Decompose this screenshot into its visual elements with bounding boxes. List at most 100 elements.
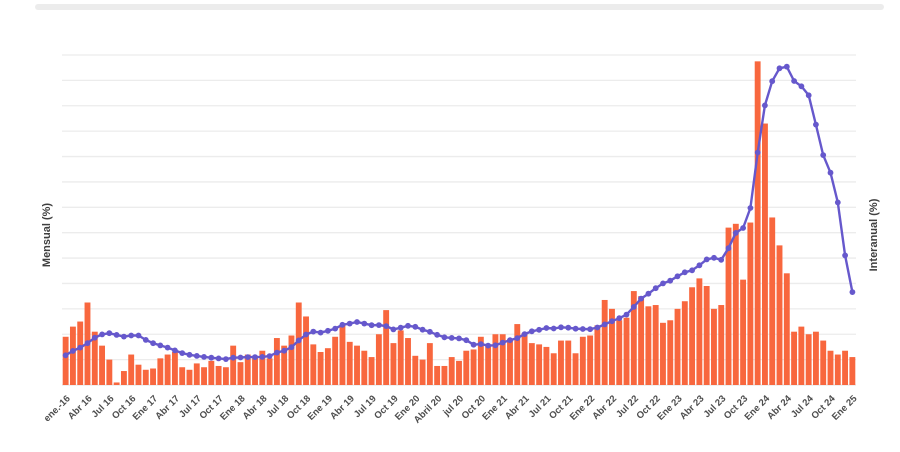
bar-mensual[interactable] [419,359,426,385]
bar-mensual[interactable] [630,291,637,385]
bar-mensual[interactable] [485,344,492,385]
dot-interanual[interactable] [252,354,258,360]
bar-mensual[interactable] [812,331,819,385]
bar-mensual[interactable] [426,343,433,385]
bar-mensual[interactable] [528,343,535,385]
dot-interanual[interactable] [827,169,834,176]
dot-interanual[interactable] [383,323,390,329]
dot-interanual[interactable] [623,311,630,318]
bar-mensual[interactable] [412,355,419,385]
bar-mensual[interactable] [550,353,557,385]
bar-mensual[interactable] [390,343,397,385]
bar-mensual[interactable] [354,345,360,385]
bar-mensual[interactable] [565,340,572,385]
dot-interanual[interactable] [215,355,222,362]
dot-interanual[interactable] [521,331,528,337]
dot-interanual[interactable] [77,344,84,351]
bar-mensual[interactable] [171,352,178,385]
bar-mensual[interactable] [689,287,696,385]
dot-interanual[interactable] [536,326,542,333]
bar-mensual[interactable] [288,335,295,386]
dot-interanual[interactable] [135,332,142,339]
bar-mensual[interactable] [128,354,135,385]
dot-interanual[interactable] [834,199,841,206]
dot-interanual[interactable] [543,325,550,331]
dot-interanual[interactable] [441,334,448,341]
bar-mensual[interactable] [499,334,506,385]
dot-interanual[interactable] [456,335,462,342]
dot-interanual[interactable] [689,267,695,274]
bar-mensual[interactable] [645,306,652,385]
bar-mensual[interactable] [230,345,237,385]
dot-interanual[interactable] [769,78,776,85]
dot-interanual[interactable] [572,325,579,332]
bar-mensual[interactable] [69,326,76,385]
bar-mensual[interactable] [507,339,513,385]
dot-interanual[interactable] [303,331,309,338]
bar-mensual[interactable] [718,305,725,385]
dot-interanual[interactable] [776,65,783,72]
bar-mensual[interactable] [310,344,317,385]
dot-interanual[interactable] [397,324,404,331]
bar-mensual[interactable] [783,273,790,385]
bar-mensual[interactable] [769,217,776,385]
dot-interanual[interactable] [346,320,353,327]
bar-mensual[interactable] [157,358,164,385]
dot-interanual[interactable] [652,285,659,292]
bar-mensual[interactable] [324,348,331,385]
bar-mensual[interactable] [805,334,812,385]
dot-interanual[interactable] [507,337,513,344]
dot-interanual[interactable] [470,341,477,348]
dot-interanual[interactable] [528,328,535,335]
bar-mensual[interactable] [405,338,411,385]
bar-mensual[interactable] [252,355,258,385]
dot-interanual[interactable] [478,341,484,347]
dot-interanual[interactable] [332,325,339,332]
dot-interanual[interactable] [193,353,200,359]
bar-mensual[interactable] [179,367,186,385]
bar-mensual[interactable] [208,360,215,385]
bar-mensual[interactable] [244,354,251,385]
bar-mensual[interactable] [638,296,645,385]
dot-interanual[interactable] [667,277,674,284]
bar-mensual[interactable] [99,345,105,385]
bar-mensual[interactable] [222,367,229,385]
dot-interanual[interactable] [754,149,761,156]
bar-mensual[interactable] [492,334,499,385]
dot-interanual[interactable] [514,335,521,341]
bar-mensual[interactable] [303,316,309,385]
bar-mensual[interactable] [849,357,856,385]
bar-mensual[interactable] [470,349,477,385]
bar-mensual[interactable] [791,331,798,385]
bar-mensual[interactable] [623,317,630,385]
bar-mensual[interactable] [834,354,841,385]
dot-interanual[interactable] [295,337,302,344]
dot-interanual[interactable] [791,78,797,84]
dot-interanual[interactable] [339,321,346,328]
dot-interanual[interactable] [762,102,768,109]
dot-interanual[interactable] [142,337,149,343]
bar-mensual[interactable] [740,279,747,385]
dot-interanual[interactable] [594,324,601,331]
bar-mensual[interactable] [616,320,623,385]
dot-interanual[interactable] [616,315,623,322]
dot-interanual[interactable] [201,354,207,360]
dot-interanual[interactable] [62,352,69,359]
dot-interanual[interactable] [128,332,135,339]
dot-interanual[interactable] [405,322,411,329]
dot-interanual[interactable] [106,330,113,337]
bar-mensual[interactable] [667,320,674,385]
bar-mensual[interactable] [317,352,324,385]
bar-mensual[interactable] [368,357,375,385]
dot-interanual[interactable] [558,324,564,331]
dot-interanual[interactable] [849,289,856,295]
bar-mensual[interactable] [798,326,805,385]
dot-interanual[interactable] [798,83,805,90]
bar-mensual[interactable] [361,350,368,385]
dot-interanual[interactable] [434,331,440,338]
dot-interanual[interactable] [412,323,419,330]
dot-interanual[interactable] [84,340,91,347]
dot-interanual[interactable] [813,121,819,128]
dot-interanual[interactable] [783,63,790,70]
